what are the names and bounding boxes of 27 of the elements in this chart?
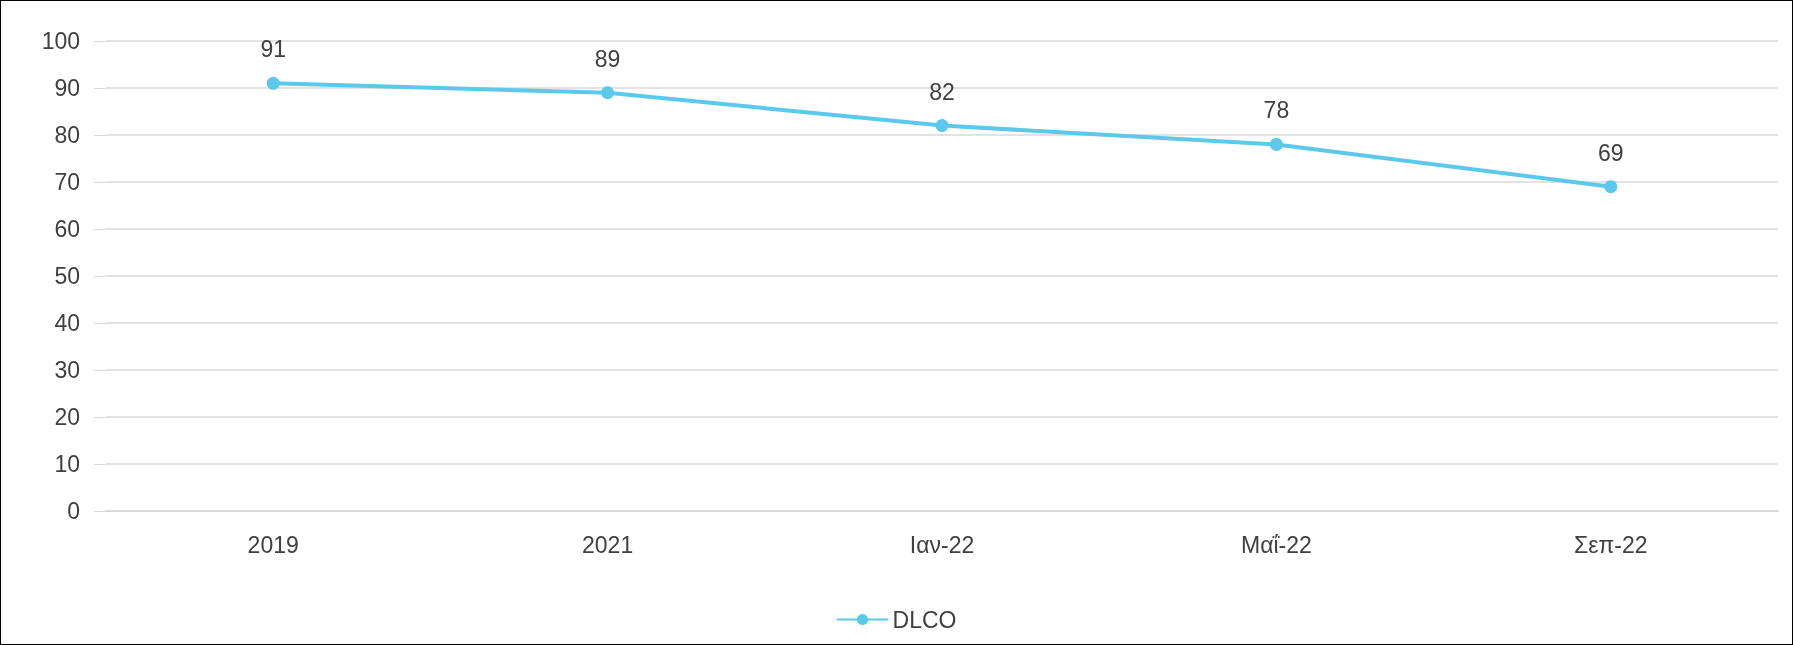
y-tick-label: 10 <box>54 451 80 477</box>
y-tick-label: 40 <box>54 310 80 336</box>
legend-label: DLCO <box>892 606 957 633</box>
data-label: 91 <box>260 36 286 63</box>
point <box>935 119 949 133</box>
x-tick-label: 2019 <box>247 531 299 558</box>
y-tick-label: 50 <box>54 263 80 289</box>
y-tick-label: 80 <box>54 122 80 148</box>
data-label: 82 <box>929 78 955 105</box>
y-tick-label: 30 <box>54 357 80 383</box>
y-tick-label: 0 <box>67 498 80 524</box>
x-tick-label: Μαΐ-22 <box>1240 531 1312 558</box>
x-tick-label: Σεπ-22 <box>1574 531 1648 558</box>
y-tick-label: 20 <box>54 404 80 430</box>
x-tick-label: 2021 <box>582 531 634 558</box>
y-tick-label: 100 <box>41 28 80 54</box>
point <box>266 76 280 90</box>
y-tick-label: 90 <box>54 75 80 101</box>
y-tick-label: 60 <box>54 216 80 242</box>
data-label: 89 <box>594 45 621 72</box>
y-tick-label: 70 <box>54 169 80 195</box>
point <box>601 86 615 100</box>
point <box>1269 137 1283 151</box>
data-label: 69 <box>1598 139 1624 166</box>
point <box>1604 180 1618 194</box>
data-label: 78 <box>1263 97 1290 124</box>
x-tick-label: Ιαν-22 <box>909 531 975 558</box>
